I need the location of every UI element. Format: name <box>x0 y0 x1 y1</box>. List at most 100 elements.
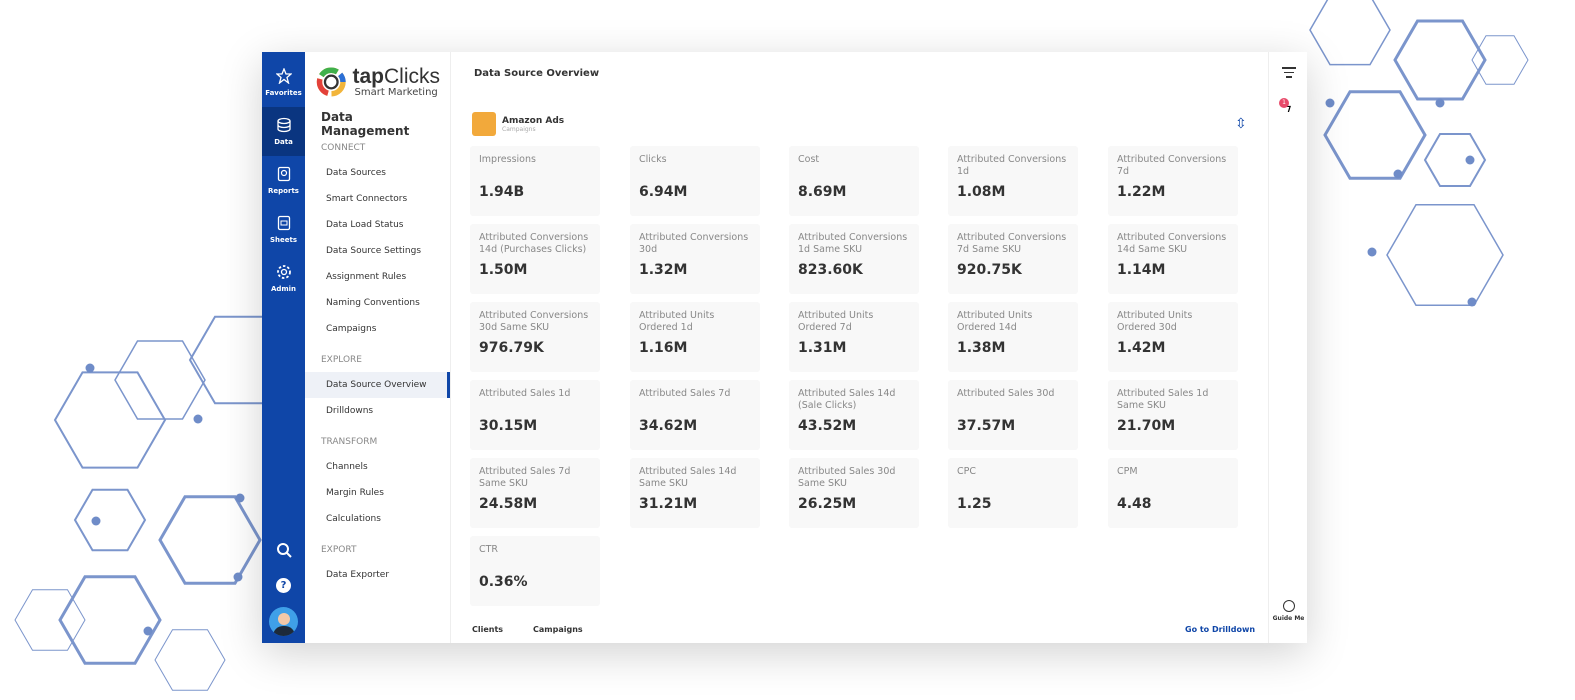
metric-card[interactable]: Clicks 6.94M <box>630 146 760 216</box>
nav-item-smart-connectors[interactable]: Smart Connectors <box>326 194 408 204</box>
nav-item-drilldowns[interactable]: Drilldowns <box>326 406 374 416</box>
metric-card[interactable]: Attributed Conversions 1d 1.08M <box>948 146 1078 216</box>
hexagon-node <box>1325 98 1335 108</box>
filter-icon[interactable] <box>1282 67 1296 78</box>
metric-value: 4.48 <box>1117 496 1152 512</box>
rail-item-admin[interactable]: Admin <box>262 254 305 303</box>
metric-value: 26.25M <box>798 496 857 512</box>
metric-label: Attributed Sales 14d Same SKU <box>639 466 737 489</box>
gear-icon <box>276 264 292 282</box>
metric-value: 30.15M <box>479 418 538 434</box>
metric-card[interactable]: Impressions 1.94B <box>470 146 600 216</box>
page-title: Data Source Overview <box>474 68 600 79</box>
tagline: Smart Marketing <box>354 86 438 98</box>
metric-label: Attributed Sales 1d Same SKU <box>1117 388 1209 411</box>
metric-card[interactable]: Attributed Units Ordered 7d 1.31M <box>789 302 919 372</box>
data-source-header[interactable]: Amazon Ads Campaigns <box>472 112 564 136</box>
hexagon-node <box>1393 169 1403 179</box>
compass-icon <box>1282 600 1295 612</box>
metric-label: Impressions <box>479 154 536 165</box>
metric-card[interactable]: Attributed Units Ordered 1d 1.16M <box>630 302 760 372</box>
metric-label: CPC <box>957 466 976 477</box>
nav-title: Data Management <box>321 110 410 138</box>
nav-section-label: TRANSFORM <box>321 437 378 447</box>
nav-item-data-load-status[interactable]: Data Load Status <box>326 220 404 230</box>
metric-value: 31.21M <box>639 496 698 512</box>
rail-item-data[interactable]: Data <box>262 107 305 156</box>
metric-card[interactable]: CPC 1.25 <box>948 458 1078 528</box>
metric-label: CPM <box>1117 466 1138 477</box>
hexagon-shape <box>1471 35 1529 85</box>
rail-item-label: Data <box>274 138 293 146</box>
metric-card[interactable]: Attributed Conversions 14d (Purchases Cl… <box>470 224 600 294</box>
metric-card[interactable]: Attributed Units Ordered 30d 1.42M <box>1108 302 1238 372</box>
database-icon <box>276 117 292 135</box>
nav-item-channels[interactable]: Channels <box>326 462 368 472</box>
metric-label: Attributed Sales 7d Same SKU <box>479 466 571 489</box>
nav-item-campaigns[interactable]: Campaigns <box>326 324 377 334</box>
metric-card[interactable]: Attributed Conversions 14d Same SKU 1.14M <box>1108 224 1238 294</box>
nav-item-margin-rules[interactable]: Margin Rules <box>326 488 384 498</box>
source-sub: Campaigns <box>502 125 536 133</box>
metric-card[interactable]: CTR 0.36% <box>470 536 600 606</box>
metric-value: 6.94M <box>639 184 688 200</box>
hexagon-shape <box>1393 19 1487 101</box>
metric-card[interactable]: Attributed Sales 14d (Sale Clicks) 43.52M <box>789 380 919 450</box>
rail-item-label: Sheets <box>269 236 298 244</box>
nav-panel: tapClicks Smart Marketing Data Management… <box>305 52 451 643</box>
nav-item-data-source-overview[interactable]: Data Source Overview <box>305 372 450 398</box>
metric-card[interactable]: Attributed Sales 7d Same SKU 24.58M <box>470 458 600 528</box>
rail-item-favorites[interactable]: Favorites <box>262 58 305 107</box>
guide-me-label: Guide Me <box>1272 615 1305 622</box>
hexagon-node <box>1467 297 1477 307</box>
metric-label: Attributed Sales 30d <box>957 388 1055 399</box>
hexagon-node <box>193 414 203 424</box>
avatar[interactable] <box>269 607 298 636</box>
nav-item-assignment-rules[interactable]: Assignment Rules <box>326 272 407 282</box>
metric-card[interactable]: Attributed Sales 1d Same SKU 21.70M <box>1108 380 1238 450</box>
metric-card[interactable]: Attributed Conversions 1d Same SKU 823.60… <box>789 224 919 294</box>
nav-item-data-exporter[interactable]: Data Exporter <box>326 570 390 580</box>
metric-card[interactable]: Attributed Conversions 30d 1.32M <box>630 224 760 294</box>
nav-item-calculations[interactable]: Calculations <box>326 514 381 524</box>
nav-item-data-sources[interactable]: Data Sources <box>326 168 386 178</box>
metric-card[interactable]: Attributed Sales 1d 30.15M <box>470 380 600 450</box>
metric-card[interactable]: CPM 4.48 <box>1108 458 1238 528</box>
metric-card[interactable]: Cost 8.69M <box>789 146 919 216</box>
nav-item-data-source-settings[interactable]: Data Source Settings <box>326 246 422 256</box>
tab-clients[interactable]: Clients <box>472 625 504 634</box>
metric-value: 1.25 <box>957 496 992 512</box>
metric-label: Attributed Units Ordered 7d <box>798 310 874 333</box>
metric-card[interactable]: Attributed Units Ordered 14d 1.38M <box>948 302 1078 372</box>
metric-card[interactable]: Attributed Sales 14d Same SKU 31.21M <box>630 458 760 528</box>
app-window: Favorites Data Reports Sheets Admin ? tapCli… <box>262 52 1307 643</box>
hexagon-node <box>143 626 153 636</box>
help-icon[interactable]: ? <box>276 578 291 593</box>
rail-item-sheets[interactable]: Sheets <box>262 205 305 254</box>
metric-value: 1.22M <box>1117 184 1166 200</box>
metric-value: 37.57M <box>957 418 1016 434</box>
metric-value: 1.94B <box>479 184 525 200</box>
tab-campaigns[interactable]: Campaigns <box>533 625 583 634</box>
metric-value: 1.32M <box>639 262 688 278</box>
amazon-ads-icon <box>472 112 496 136</box>
metric-card[interactable]: Attributed Sales 30d 37.57M <box>948 380 1078 450</box>
metric-card[interactable]: Attributed Conversions 30d Same SKU 976.7… <box>470 302 600 372</box>
metric-card[interactable]: Attributed Conversions 7d Same SKU 920.75… <box>948 224 1078 294</box>
metric-label: Cost <box>798 154 820 165</box>
go-to-drilldown-link[interactable]: Go to Drilldown <box>1185 625 1256 634</box>
metric-value: 1.14M <box>1117 262 1166 278</box>
star-icon <box>274 67 293 86</box>
lightning-icon[interactable]: ϟ <box>1283 100 1293 116</box>
metric-card[interactable]: Attributed Sales 30d Same SKU 26.25M <box>789 458 919 528</box>
guide-me-button[interactable]: Guide Me <box>1269 600 1308 622</box>
hexagon-node <box>1435 98 1445 108</box>
metric-card[interactable]: Attributed Conversions 7d 1.22M <box>1108 146 1238 216</box>
collapse-expand-icon[interactable]: ⇳ <box>1235 116 1247 132</box>
metric-card[interactable]: Attributed Sales 7d 34.62M <box>630 380 760 450</box>
tapclicks-logo-icon <box>316 67 346 97</box>
rail-item-reports[interactable]: Reports <box>262 156 305 205</box>
search-icon[interactable] <box>262 542 305 562</box>
nav-item-naming-conventions[interactable]: Naming Conventions <box>326 298 420 308</box>
nav-section-label: CONNECT <box>321 143 366 153</box>
